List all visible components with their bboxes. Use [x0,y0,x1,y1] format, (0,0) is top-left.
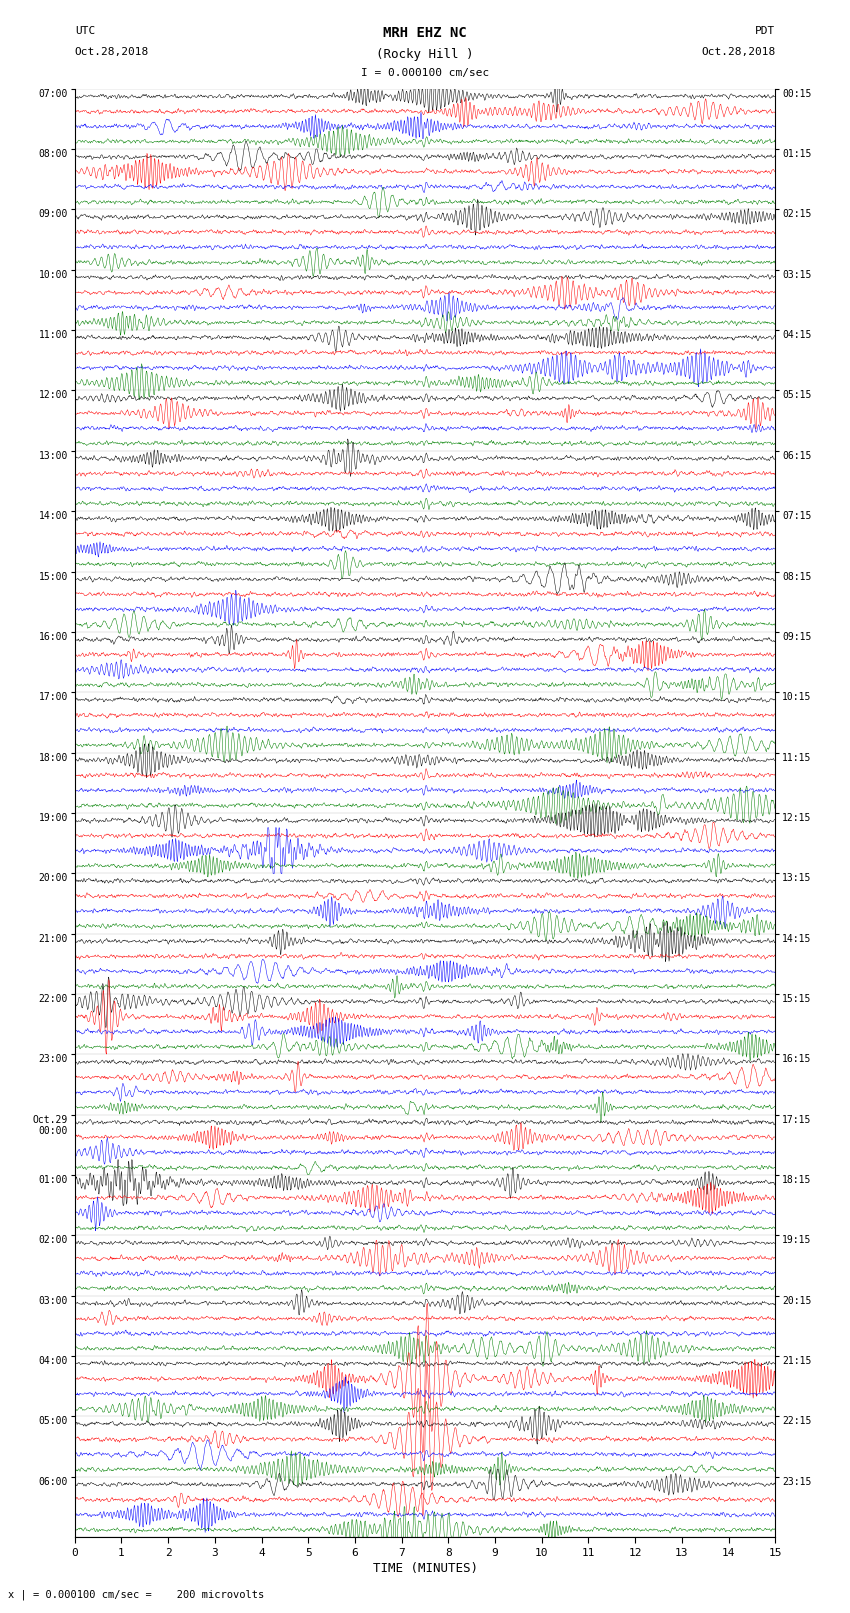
Text: I = 0.000100 cm/sec: I = 0.000100 cm/sec [361,68,489,77]
Text: UTC: UTC [75,26,95,35]
Text: (Rocky Hill ): (Rocky Hill ) [377,48,473,61]
Text: x | = 0.000100 cm/sec =    200 microvolts: x | = 0.000100 cm/sec = 200 microvolts [8,1589,264,1600]
X-axis label: TIME (MINUTES): TIME (MINUTES) [372,1561,478,1574]
Text: MRH EHZ NC: MRH EHZ NC [383,26,467,40]
Text: Oct.28,2018: Oct.28,2018 [701,47,775,56]
Text: PDT: PDT [755,26,775,35]
Text: Oct.28,2018: Oct.28,2018 [75,47,149,56]
